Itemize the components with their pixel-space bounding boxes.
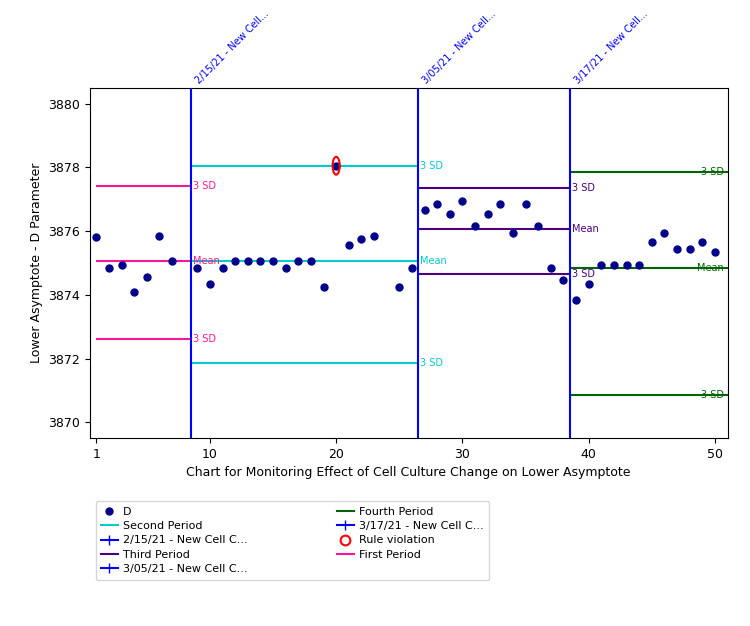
Point [191,263,203,273]
Point [482,208,494,218]
Text: 3 SD: 3 SD [572,269,595,279]
Point [583,279,595,289]
Text: 3 SD: 3 SD [420,358,443,368]
Text: 3 SD: 3 SD [700,390,724,400]
Point [267,256,279,266]
Point [317,282,329,292]
Text: Mean: Mean [697,263,724,273]
Text: 3 SD: 3 SD [572,183,595,193]
Point [230,256,242,266]
Point [128,287,140,297]
X-axis label: Chart for Monitoring Effect of Cell Culture Change on Lower Asymptote: Chart for Monitoring Effect of Cell Cult… [187,466,631,480]
Point [469,221,481,231]
Point [684,244,696,254]
Point [633,260,645,270]
Point [520,199,532,209]
Text: Mean: Mean [193,256,220,266]
Point [356,234,368,244]
Point [557,275,569,285]
Point [166,256,178,266]
Legend: D, Second Period, 2/15/21 - New Cell C..., Third Period, 3/05/21 - New Cell C...: D, Second Period, 2/15/21 - New Cell C..… [95,501,489,580]
Point [280,263,292,273]
Point [368,231,380,241]
Point [343,240,355,250]
Point [494,199,506,209]
Point [620,260,632,270]
Point [254,256,266,266]
Point [116,260,128,270]
Point [544,263,556,273]
Point [646,237,658,247]
Text: 3 SD: 3 SD [420,161,443,171]
Point [141,272,153,282]
Text: Mean: Mean [420,256,447,266]
Point [709,247,721,257]
Point [570,295,582,305]
Point [431,199,443,209]
Point [671,244,683,254]
Point [608,260,620,270]
Point [532,221,544,231]
Point [330,161,342,171]
Point [596,260,608,270]
Point [305,256,317,266]
Point [154,231,166,241]
Point [457,196,469,206]
Text: Mean: Mean [572,225,598,235]
Point [658,228,670,238]
Point [696,237,708,247]
Text: 3 SD: 3 SD [193,182,216,192]
Point [292,256,304,266]
Text: 2/15/21 - New Cell...: 2/15/21 - New Cell... [194,9,271,86]
Text: 3/05/21 - New Cell...: 3/05/21 - New Cell... [421,9,498,86]
Point [406,263,418,273]
Text: 3 SD: 3 SD [700,167,724,177]
Text: 3/17/21 - New Cell...: 3/17/21 - New Cell... [572,9,650,86]
Point [217,263,229,273]
Point [444,208,456,218]
Point [204,279,216,289]
Y-axis label: Lower Asymptote - D Parameter: Lower Asymptote - D Parameter [30,163,43,363]
Point [507,228,519,238]
Point [242,256,254,266]
Point [393,282,405,292]
Point [419,205,430,215]
Point [90,232,102,242]
Text: 3 SD: 3 SD [193,334,216,344]
Point [103,263,115,273]
